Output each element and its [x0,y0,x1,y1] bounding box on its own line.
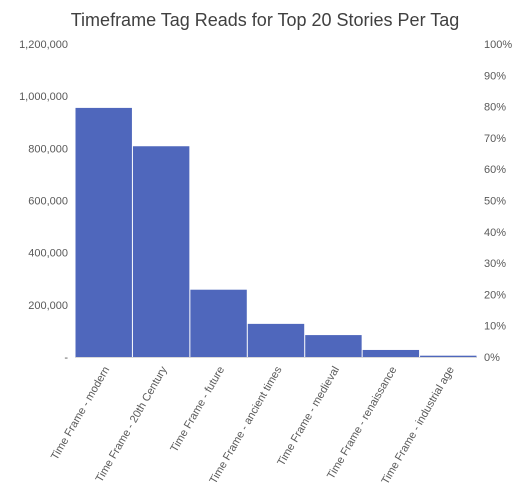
y-tick-label: - [64,352,68,364]
y2-tick-label: 50% [484,196,506,208]
bars-group [75,107,477,357]
y-tick-label: 600,000 [28,196,68,208]
y-tick-label: 1,200,000 [19,39,68,51]
x-tick-label: Time Frame - medieval [275,365,342,469]
y2-tick-label: 30% [484,258,506,270]
y-tick-label: 800,000 [28,143,68,155]
bar[interactable] [420,355,477,357]
y2-tick-label: 10% [484,321,506,333]
x-tick-label: Time Frame - future [168,365,227,455]
x-tick-label: Time Frame - modern [49,365,112,463]
y-tick-label: 400,000 [28,248,68,260]
bar[interactable] [190,289,247,357]
y2-tick-label: 20% [484,289,506,301]
y-axis-right: 0% 10% 20% 30% 40% 50% 60% 70% 80% 90% 100% [484,39,512,364]
y2-tick-label: 60% [484,164,506,176]
chart-title: Timeframe Tag Reads for Top 20 Stories P… [71,10,460,30]
bar[interactable] [247,323,305,357]
bar[interactable] [362,349,420,357]
y2-tick-label: 90% [484,70,506,82]
bar[interactable] [305,335,362,357]
y2-tick-label: 70% [484,133,506,145]
y2-tick-label: 100% [484,39,512,51]
bar[interactable] [75,107,132,357]
y2-tick-label: 80% [484,102,506,114]
y-tick-label: 1,000,000 [19,91,68,103]
y2-tick-label: 0% [484,352,500,364]
y-tick-label: 200,000 [28,300,68,312]
bar[interactable] [132,146,190,357]
y-axis-left: - 200,000 400,000 600,000 800,000 1,000,000 1,… [19,39,68,364]
y2-tick-label: 40% [484,227,506,239]
